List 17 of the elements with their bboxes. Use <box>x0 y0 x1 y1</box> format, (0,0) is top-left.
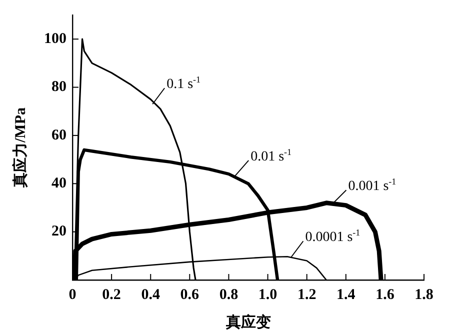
y-tick-label: 80 <box>52 79 66 96</box>
x-tick-label: 0.2 <box>102 286 121 303</box>
x-tick-label: 1.8 <box>414 286 434 303</box>
y-axis-title: 真应力/MPa <box>10 107 29 188</box>
x-tick-label: 1.2 <box>297 286 316 303</box>
x-tick-label: 0.4 <box>141 286 160 303</box>
y-tick-label: 100 <box>44 30 66 47</box>
x-tick-label: 1.0 <box>258 286 278 303</box>
x-tick-label: 0 <box>68 286 76 303</box>
x-tick-label: 1.4 <box>336 286 356 303</box>
x-tick-label: 0.8 <box>219 286 238 303</box>
x-axis-title: 真应变 <box>224 312 271 331</box>
y-tick-label: 60 <box>52 127 66 144</box>
x-tick-label: 1.6 <box>376 286 395 303</box>
y-tick-label: 40 <box>52 176 66 192</box>
y-tick-label: 20 <box>52 224 66 240</box>
x-tick-label: 0.6 <box>180 286 200 303</box>
